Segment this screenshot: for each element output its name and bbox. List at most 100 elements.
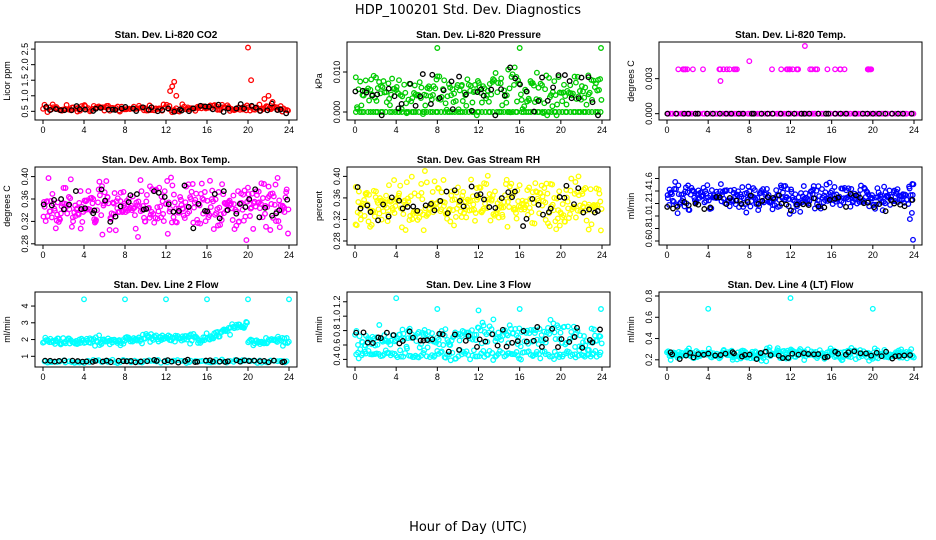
data-point <box>244 184 251 191</box>
data-point <box>170 208 177 215</box>
data-point <box>48 202 55 209</box>
x-tick-label: 24 <box>597 372 607 382</box>
data-point <box>823 110 829 117</box>
data-point <box>441 77 448 84</box>
data-point <box>220 108 227 115</box>
data-point <box>547 205 554 212</box>
data-point <box>705 350 712 357</box>
data-point <box>506 109 513 115</box>
data-point <box>270 357 277 364</box>
x-tick-label: 20 <box>868 250 878 260</box>
data-point <box>738 201 745 207</box>
data-point <box>408 173 415 180</box>
data-point <box>160 211 167 217</box>
data-point <box>770 195 777 201</box>
data-point <box>281 209 288 216</box>
data-point <box>810 186 816 193</box>
data-point <box>889 110 896 117</box>
data-point <box>800 201 807 208</box>
y-tick-label: 0.003 <box>644 67 654 90</box>
data-point <box>117 203 124 210</box>
data-point <box>535 201 542 208</box>
data-point <box>779 355 786 362</box>
data-point <box>664 203 671 210</box>
data-point <box>574 327 581 334</box>
data-point <box>835 194 842 201</box>
data-point <box>801 43 808 49</box>
y-tick-label: 2.5 <box>20 43 30 56</box>
data-point <box>265 92 272 99</box>
data-point <box>96 178 103 185</box>
data-point <box>398 353 404 360</box>
data-point <box>177 196 184 203</box>
data-point <box>49 190 56 197</box>
panel-title: Stan. Dev. Amb. Box Temp. <box>102 155 230 166</box>
data-point <box>276 224 283 231</box>
data-point <box>676 356 683 362</box>
data-point <box>207 204 214 211</box>
data-point <box>881 183 888 190</box>
data-point <box>449 106 456 113</box>
data-point <box>212 196 219 203</box>
data-point <box>845 349 852 356</box>
data-point <box>490 76 497 83</box>
data-point <box>821 204 828 211</box>
data-point <box>356 333 363 340</box>
data-point <box>509 194 515 201</box>
panel-title: Stan. Dev. Sample Flow <box>735 155 847 166</box>
data-point <box>542 339 549 346</box>
data-point <box>909 196 916 203</box>
data-point <box>394 354 401 361</box>
data-point <box>815 110 822 117</box>
data-point <box>896 352 902 359</box>
data-point <box>392 109 399 115</box>
data-point <box>444 210 451 217</box>
data-point <box>376 322 383 328</box>
data-point <box>181 182 188 189</box>
x-tick-label: 16 <box>202 125 212 135</box>
data-point <box>794 201 800 208</box>
x-tick-label: 4 <box>81 372 86 382</box>
data-point <box>551 195 558 201</box>
data-point <box>494 89 501 96</box>
data-point <box>209 358 216 365</box>
data-point <box>907 352 914 359</box>
data-point <box>689 187 696 194</box>
data-point <box>561 72 568 79</box>
data-point <box>492 112 499 119</box>
y-tick-label: 0.5 <box>20 105 30 118</box>
data-point <box>717 78 724 84</box>
y-tick-label: 0.40 <box>20 168 30 186</box>
data-point <box>189 181 196 187</box>
data-point <box>190 105 197 112</box>
data-point <box>400 211 407 218</box>
data-point <box>428 200 434 207</box>
data-point <box>464 76 471 83</box>
data-point <box>395 105 402 112</box>
y-tick-label: 1.5 <box>20 74 30 87</box>
data-point <box>117 189 124 196</box>
y-tick-label: 0.6 <box>644 311 654 324</box>
data-point <box>541 109 548 115</box>
data-point <box>96 332 103 339</box>
data-point <box>103 178 110 185</box>
data-point <box>562 93 569 100</box>
data-point <box>112 106 119 113</box>
data-point <box>353 329 360 336</box>
data-point <box>535 98 542 104</box>
data-point <box>559 201 566 208</box>
data-point <box>262 210 268 217</box>
data-point <box>587 186 594 193</box>
data-point <box>837 110 844 117</box>
data-point <box>757 350 764 356</box>
x-tick-label: 0 <box>40 372 45 382</box>
data-point <box>556 109 563 115</box>
data-point <box>529 195 536 202</box>
x-tick-label: 12 <box>785 250 795 260</box>
data-point <box>484 87 491 94</box>
data-point <box>553 226 560 233</box>
data-point <box>598 96 605 103</box>
data-point <box>745 183 752 190</box>
data-point <box>137 358 144 365</box>
